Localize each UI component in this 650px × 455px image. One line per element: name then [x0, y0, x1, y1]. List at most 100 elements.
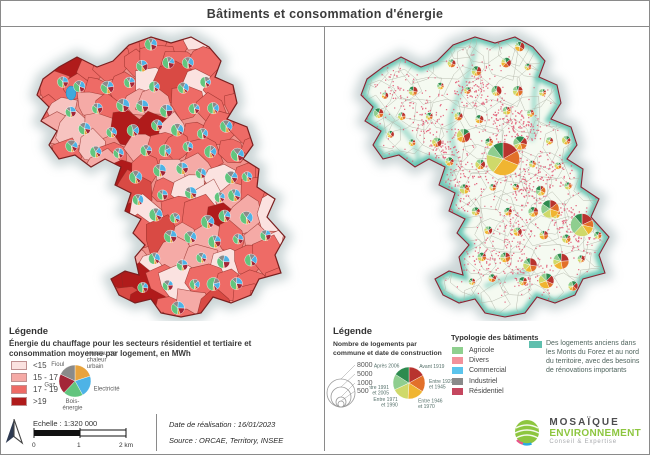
mini-pie: [513, 227, 523, 237]
pie-slice: [525, 63, 531, 68]
commune-cell: [268, 88, 285, 118]
commune-boundary: [648, 271, 650, 303]
pie-slice: [207, 102, 214, 115]
energy-class-swatch: [11, 385, 27, 394]
commune-cell: [37, 167, 61, 210]
pie-slice: [437, 82, 443, 87]
mini-pie: [206, 277, 221, 291]
typology-swatch: [452, 367, 463, 375]
commune-cell: [1, 312, 32, 321]
mini-pie: [447, 59, 456, 68]
pie-slice-label: Entre 1920: [429, 379, 454, 385]
pie-slice-label: urbain: [87, 364, 104, 370]
commune-boundary: [621, 117, 649, 163]
pie-slice: [150, 44, 153, 51]
commune-boundary: [428, 99, 462, 130]
typology-row: Agricole: [452, 347, 506, 354]
buildings-map-panel: [325, 27, 649, 321]
commune-boundary: [560, 55, 592, 87]
pie-slice: [206, 277, 216, 291]
mini-pie: [153, 163, 167, 177]
commune-boundary: [463, 284, 496, 317]
mini-pie: [219, 119, 233, 133]
mini-pie: [488, 183, 497, 192]
pie-slice: [153, 86, 156, 93]
energy-map: [1, 29, 326, 321]
commune-boundary: [644, 152, 649, 182]
commune-boundary: [580, 40, 609, 84]
mini-pie: [500, 57, 512, 68]
mini-pie: [499, 252, 511, 263]
mini-pie: [148, 252, 161, 265]
commune-cell: [37, 214, 60, 249]
mini-pie: [538, 273, 555, 289]
pie-slice: [60, 364, 76, 382]
typology-label: Résidentiel: [469, 387, 504, 395]
energy-class-list: <15 15 - 17 17 - 19 >19: [11, 361, 58, 409]
commune-cell: [1, 223, 4, 253]
mini-pie: [593, 231, 602, 240]
commune-boundary: [325, 75, 352, 105]
typology-label: Agricole: [469, 347, 495, 354]
pie-slice: [62, 81, 65, 88]
mini-pie: [136, 60, 148, 73]
commune-boundary: [361, 289, 371, 317]
pie-slice: [542, 199, 551, 210]
pie-slice: [556, 253, 562, 262]
pie-slice: [111, 131, 115, 138]
pie-slice: [265, 235, 268, 241]
pie-slice: [515, 135, 525, 144]
size-leader-line: [340, 364, 356, 380]
pie-slice: [475, 114, 482, 120]
commune-cell: [238, 313, 272, 317]
pie-slice: [244, 253, 252, 267]
pie-slice-label: Gaz: [44, 383, 55, 389]
scale-bar: 0 1 2 km: [32, 428, 133, 449]
commune-cell: [314, 223, 325, 248]
pie-slice: [233, 194, 238, 202]
commune-boundary: [635, 246, 649, 279]
page-title: Bâtiments et consommation d'énergie: [1, 1, 649, 27]
mini-pie: [230, 147, 245, 162]
commune-cell: [74, 173, 109, 211]
commune-boundary: [361, 144, 364, 188]
pie-slice: [518, 276, 525, 282]
scale-tick-1: 1: [77, 442, 81, 449]
pie-slice: [230, 176, 235, 184]
commune-cell: [293, 244, 326, 277]
mini-pie: [200, 215, 215, 229]
commune-boundary: [325, 245, 360, 279]
mini-pie: [526, 109, 535, 118]
scale-cell: Echelle : 1:320 000 0 1 2 km: [1, 414, 157, 451]
pie-slice: [174, 217, 178, 224]
pie-slice: [565, 135, 571, 141]
commune-boundary: [384, 194, 417, 225]
pie-slice-label: Entre 1946: [418, 399, 443, 405]
commune-cell: [240, 37, 268, 38]
typology-label: Divers: [469, 357, 489, 365]
commune-boundary: [389, 69, 423, 100]
typology-swatch: [452, 357, 463, 365]
pie-slice: [517, 227, 521, 233]
pie-slice: [95, 151, 99, 158]
pie-slice: [207, 235, 215, 249]
mini-pie: [157, 189, 168, 201]
size-leader-line: [340, 390, 356, 402]
pie-slice: [450, 59, 454, 65]
pie-slice-label: et 2005: [372, 390, 389, 396]
mini-pie: [239, 211, 253, 225]
commune-boundary: [325, 85, 359, 129]
typology-swatch: [452, 377, 463, 385]
typology-row: Industriel: [452, 377, 506, 385]
mini-pie: [484, 137, 494, 147]
pie-slice: [565, 181, 570, 187]
mini-pie: [89, 145, 102, 158]
commune-boundary: [456, 45, 486, 79]
pie-slice: [517, 41, 522, 48]
mini-pie: [503, 207, 513, 216]
territory-outline: [36, 36, 286, 318]
mini-pie: [113, 147, 124, 159]
mini-pie: [522, 257, 538, 273]
pie-slice: [513, 183, 518, 188]
